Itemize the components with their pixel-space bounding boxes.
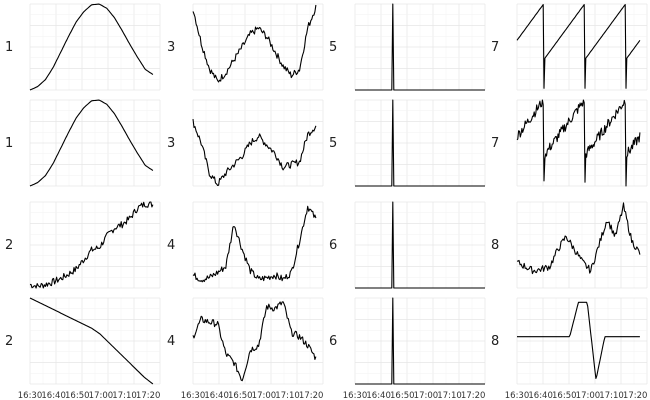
panel-label: 2	[5, 334, 13, 349]
panel-grid	[354, 99, 486, 187]
series-line	[29, 99, 154, 187]
panel-10: 5	[329, 99, 486, 187]
x-tick-label: 16:40	[204, 391, 229, 400]
x-tick-label: 17:20	[299, 391, 324, 400]
x-axis-column-1: 16:30 16:40 16:50 17:00 17:10 17:20	[18, 391, 161, 400]
x-tick-label: 17:20	[461, 391, 486, 400]
panel-grid	[29, 201, 161, 289]
panels-layer: 1 1 2 2 3 3 4 4 5 5 6 6 7 7 8 8	[5, 3, 648, 385]
series-line	[192, 4, 317, 83]
x-tick-label: 17:10	[437, 391, 462, 400]
panel-9: 5	[329, 3, 486, 91]
panel-label: 3	[167, 40, 175, 55]
x-tick-label: 17:00	[252, 391, 277, 400]
panel-15: 8	[491, 201, 648, 289]
series-line	[192, 301, 317, 382]
panel-label: 1	[5, 40, 13, 55]
x-tick-label: 17:00	[89, 391, 114, 400]
x-tick-label: 17:20	[136, 391, 161, 400]
panel-label: 4	[167, 334, 175, 349]
panel-grid	[516, 99, 648, 187]
panel-label: 8	[491, 238, 499, 253]
x-tick-label: 16:50	[552, 391, 577, 400]
x-tick-label: 16:30	[505, 391, 530, 400]
series-line	[29, 3, 154, 91]
x-tick-label: 17:00	[414, 391, 439, 400]
x-tick-label: 16:30	[343, 391, 368, 400]
series-line	[517, 301, 640, 379]
panel-label: 3	[167, 136, 175, 151]
series-line	[192, 205, 317, 283]
x-tick-label: 16:30	[181, 391, 206, 400]
x-tick-label: 17:20	[623, 391, 648, 400]
series-line	[355, 3, 485, 91]
panel-1: 1	[5, 3, 161, 91]
x-tick-label: 16:50	[228, 391, 253, 400]
panel-label: 7	[491, 40, 499, 55]
series-line	[29, 201, 154, 289]
x-tick-label: 17:10	[275, 391, 300, 400]
panel-grid	[516, 3, 648, 91]
x-axis-column-4: 16:30 16:40 16:50 17:00 17:10 17:20	[505, 391, 648, 400]
panel-label: 8	[491, 334, 499, 349]
panel-grid	[354, 3, 486, 91]
panel-13: 7	[491, 3, 648, 91]
panel-label: 7	[491, 136, 499, 151]
panel-label: 5	[329, 136, 337, 151]
series-line	[516, 202, 641, 275]
panel-7: 4	[167, 201, 324, 289]
panel-11: 6	[329, 201, 486, 289]
panel-12: 6	[329, 297, 486, 385]
x-tick-label: 17:10	[112, 391, 137, 400]
panel-grid	[192, 3, 324, 91]
series-line	[355, 297, 485, 385]
x-tick-label: 16:30	[18, 391, 43, 400]
panel-6: 3	[167, 99, 324, 187]
panel-label: 6	[329, 238, 337, 253]
x-tick-label: 17:00	[576, 391, 601, 400]
panel-grid	[516, 297, 648, 385]
panel-3: 2	[5, 201, 161, 289]
panel-grid	[29, 3, 161, 91]
x-tick-label: 17:10	[599, 391, 624, 400]
panel-label: 4	[167, 238, 175, 253]
panel-14: 7	[491, 99, 648, 187]
series-line	[355, 99, 485, 187]
x-tick-label: 16:40	[41, 391, 66, 400]
series-line	[29, 297, 154, 385]
panel-label: 1	[5, 136, 13, 151]
x-tick-label: 16:40	[528, 391, 553, 400]
panel-grid	[516, 201, 648, 289]
panel-4: 2	[5, 297, 161, 385]
series-line	[516, 99, 641, 187]
panel-label: 2	[5, 238, 13, 253]
x-axis-column-3: 16:30 16:40 16:50 17:00 17:10 17:20	[343, 391, 486, 400]
panel-label: 5	[329, 40, 337, 55]
series-line	[516, 4, 641, 89]
panel-2: 1	[5, 99, 161, 187]
panel-grid	[354, 297, 486, 385]
x-axis-labels: 16:30 16:40 16:50 17:00 17:10 17:20 16:30 16:40…	[18, 391, 648, 400]
panel-grid	[354, 201, 486, 289]
panel-grid	[192, 99, 324, 187]
x-tick-label: 16:40	[366, 391, 391, 400]
x-tick-label: 16:50	[390, 391, 415, 400]
panel-8: 4	[167, 297, 324, 385]
panel-grid	[29, 99, 161, 187]
series-line	[192, 119, 317, 187]
panel-label: 6	[329, 334, 337, 349]
x-tick-label: 16:50	[65, 391, 90, 400]
panel-5: 3	[167, 3, 324, 91]
panel-grid	[192, 297, 324, 385]
panel-grid	[29, 297, 161, 385]
panel-16: 8	[491, 297, 648, 385]
series-line	[355, 201, 485, 289]
x-axis-column-2: 16:30 16:40 16:50 17:00 17:10 17:20	[181, 391, 324, 400]
